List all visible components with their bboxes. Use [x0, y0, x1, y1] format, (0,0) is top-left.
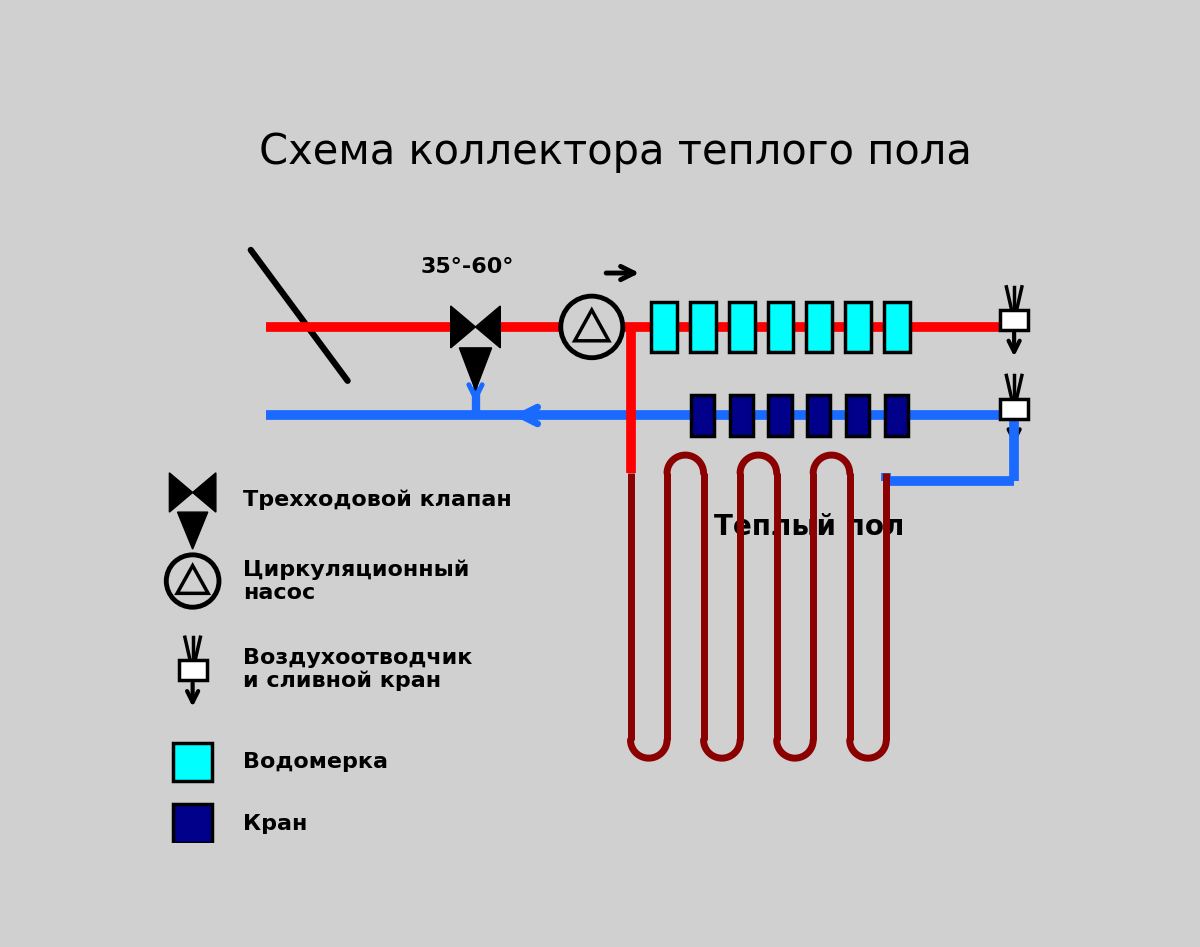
Text: Схема коллектора теплого пола: Схема коллектора теплого пола: [258, 131, 972, 172]
Text: Теплый пол: Теплый пол: [714, 513, 904, 541]
Text: Водомерка: Водомерка: [242, 752, 388, 772]
Bar: [179, 660, 206, 680]
Polygon shape: [451, 306, 475, 348]
Bar: [730, 395, 752, 437]
Polygon shape: [475, 306, 500, 348]
Polygon shape: [460, 348, 492, 390]
Bar: [652, 302, 677, 351]
Bar: [1000, 310, 1028, 330]
Bar: [806, 302, 832, 351]
Bar: [808, 395, 830, 437]
Polygon shape: [193, 473, 216, 512]
Text: Циркуляционный
насос: Циркуляционный насос: [242, 559, 469, 603]
Bar: [1000, 399, 1028, 419]
Bar: [728, 302, 755, 351]
Bar: [173, 804, 212, 843]
Bar: [846, 395, 869, 437]
Text: Кран: Кран: [242, 813, 307, 833]
Text: 35°-60°: 35°-60°: [421, 257, 515, 277]
Bar: [768, 395, 792, 437]
Bar: [884, 302, 910, 351]
Polygon shape: [178, 512, 208, 549]
Bar: [845, 302, 871, 351]
Text: Воздухоотводчик
и сливной кран: Воздухоотводчик и сливной кран: [242, 648, 473, 691]
Bar: [884, 395, 908, 437]
Bar: [173, 742, 212, 781]
Bar: [691, 395, 714, 437]
Text: Трехходовой клапан: Трехходовой клапан: [242, 490, 511, 510]
Polygon shape: [169, 473, 193, 512]
Bar: [768, 302, 793, 351]
Bar: [690, 302, 715, 351]
